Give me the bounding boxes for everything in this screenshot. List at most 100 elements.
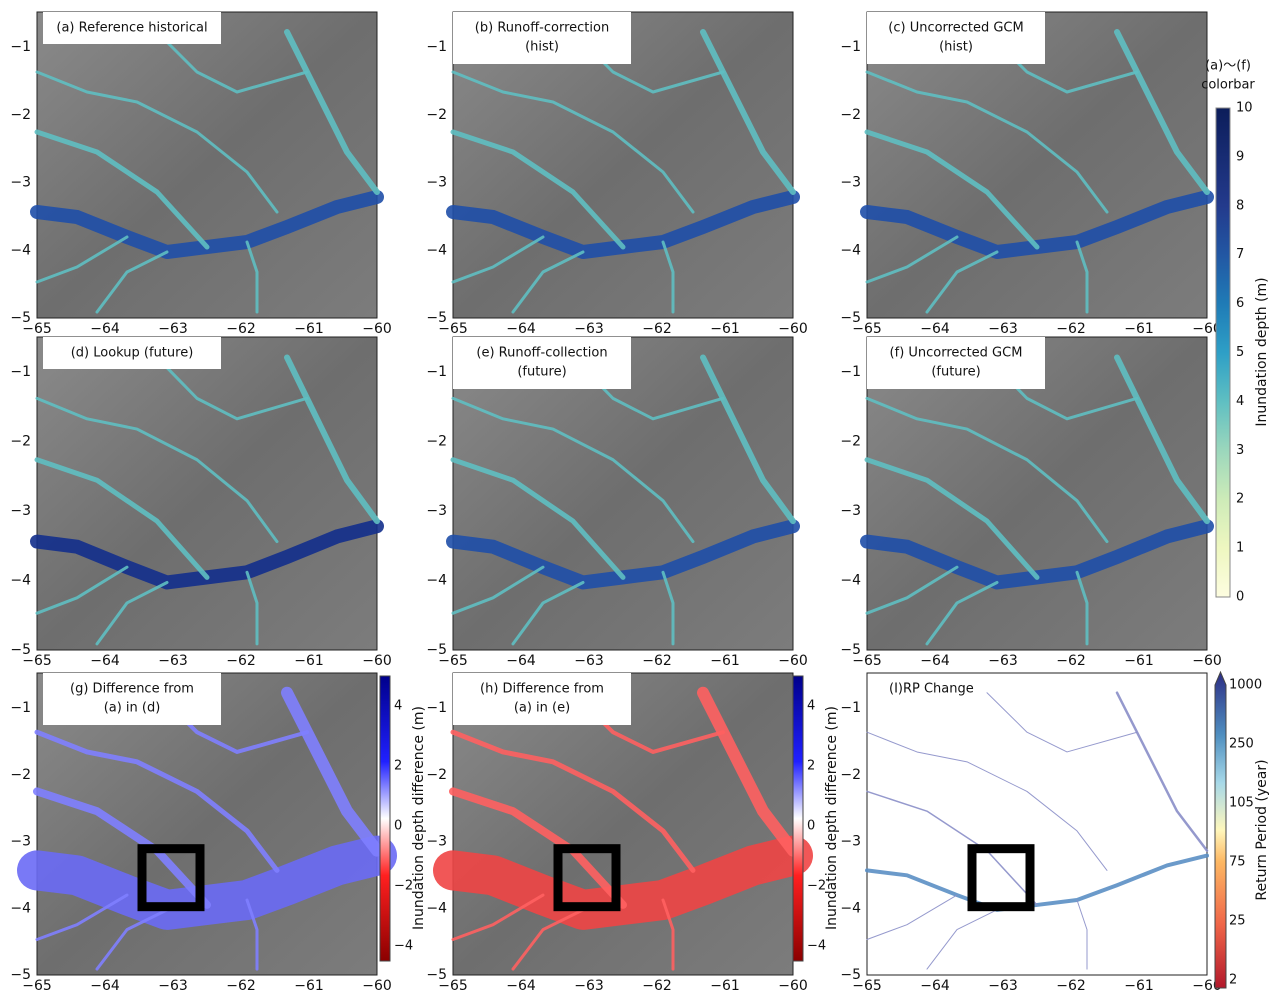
x-tick-label: −61 [710, 653, 740, 669]
colorbar-header: colorbar [1201, 78, 1255, 93]
colorbar-tick-label: 4 [1236, 394, 1244, 409]
y-tick-label: −3 [426, 503, 447, 519]
colorbar-tick-label: −2 [394, 879, 413, 894]
river [511, 250, 585, 314]
x-tick-label: −61 [710, 978, 740, 994]
y-tick-label: −3 [10, 175, 31, 191]
x-tick-label: −61 [1124, 653, 1154, 669]
river [661, 898, 675, 971]
x-tick-label: −64 [90, 321, 120, 337]
river [35, 893, 129, 941]
panel-title: (c) Uncorrected GCM [888, 21, 1023, 36]
x-tick-label: −63 [574, 978, 604, 994]
river [95, 250, 169, 314]
colorbar-tick-label: 4 [394, 699, 402, 714]
title-box [453, 337, 631, 389]
river [35, 396, 279, 544]
river [34, 729, 280, 873]
map-background [36, 336, 378, 651]
y-tick-label: −4 [840, 242, 861, 258]
river [35, 565, 129, 615]
colorbar-tick-label: −4 [807, 939, 826, 954]
panel-title: (future) [931, 365, 980, 380]
river [865, 235, 959, 284]
colorbar-tick-label: 10 [1236, 101, 1253, 116]
river [245, 898, 259, 971]
colorbar [379, 675, 391, 962]
y-tick-label: −1 [10, 700, 31, 716]
y-tick-label: −1 [10, 364, 31, 380]
colorbar-tick-label: 0 [807, 819, 815, 834]
y-tick-label: −1 [426, 700, 447, 716]
x-tick-label: −65 [22, 321, 52, 337]
title-box [867, 337, 1045, 389]
river [511, 580, 585, 646]
river [864, 457, 1040, 580]
x-tick-label: −61 [294, 978, 324, 994]
colorbar [792, 675, 804, 962]
river [697, 686, 799, 857]
x-tick-label: −61 [710, 321, 740, 337]
y-tick-label: −4 [840, 573, 861, 589]
x-tick-label: −60 [362, 978, 392, 994]
x-tick-label: −65 [852, 978, 882, 994]
y-tick-label: −1 [840, 700, 861, 716]
panel-title: (g) Difference from [70, 682, 194, 697]
x-tick-label: −62 [1056, 321, 1086, 337]
title-box [867, 12, 1045, 64]
x-tick-label: −60 [1192, 653, 1222, 669]
river [926, 909, 998, 970]
river [451, 565, 545, 615]
colorbar-tick-label: −2 [807, 879, 826, 894]
river [34, 457, 210, 580]
y-tick-label: −2 [840, 434, 861, 450]
river [925, 580, 999, 646]
river [986, 692, 1138, 753]
y-tick-label: −5 [426, 967, 447, 983]
y-tick-label: −2 [426, 107, 447, 123]
river [866, 894, 958, 940]
map-panel: −65 −64 −63 −62 −61 −60 −1 −2 −3 −4 −5 (b) Runoff-c… [426, 11, 808, 337]
panel-title: (I)RP Change [889, 682, 974, 697]
y-tick-label: −5 [840, 967, 861, 983]
x-tick-label: −61 [294, 653, 324, 669]
y-tick-label: −2 [840, 107, 861, 123]
y-tick-label: −3 [426, 175, 447, 191]
river [451, 396, 695, 544]
colorbar-tick-label: 2 [807, 759, 815, 774]
colorbar-tick-label: 8 [1236, 198, 1244, 213]
x-tick-label: −60 [1192, 978, 1222, 994]
map-panel: −65 −64 −63 −62 −61 −60 −1 −2 −3 −4 −5 (e) Runoff-c… [426, 336, 808, 669]
title-box [43, 12, 221, 44]
highlight-box [553, 844, 621, 912]
river [451, 70, 695, 214]
river [34, 129, 210, 250]
river [866, 731, 1108, 871]
colorbar-label: Inundation depth (m) [1254, 277, 1270, 426]
river [866, 790, 1038, 906]
river [450, 457, 626, 580]
y-tick-label: −4 [426, 242, 447, 258]
x-tick-label: −65 [438, 321, 468, 337]
river [449, 787, 627, 909]
river [245, 570, 259, 646]
river [450, 729, 696, 873]
colorbar-label: Inundation depth difference (m) [824, 706, 840, 930]
river [661, 240, 675, 314]
x-tick-label: −60 [1192, 321, 1222, 337]
colorbar-tick-label: 1 [1236, 541, 1244, 556]
river [865, 396, 1109, 544]
river [700, 29, 796, 195]
x-tick-label: −64 [920, 978, 950, 994]
river [1115, 691, 1209, 852]
panel-title: (f) Uncorrected GCM [890, 346, 1023, 361]
x-tick-label: −63 [988, 978, 1018, 994]
panel-title: (hist) [525, 40, 559, 55]
colorbar-tick-label: 75 [1229, 855, 1246, 870]
y-tick-label: −5 [426, 310, 447, 326]
y-tick-label: −5 [840, 310, 861, 326]
colorbar-label: Return Period (year) [1254, 759, 1270, 900]
map-panel: −65 −64 −63 −62 −61 −60 −1 −2 −3 −4 −5 (a) Referenc… [10, 11, 392, 337]
y-tick-label: −5 [10, 310, 31, 326]
